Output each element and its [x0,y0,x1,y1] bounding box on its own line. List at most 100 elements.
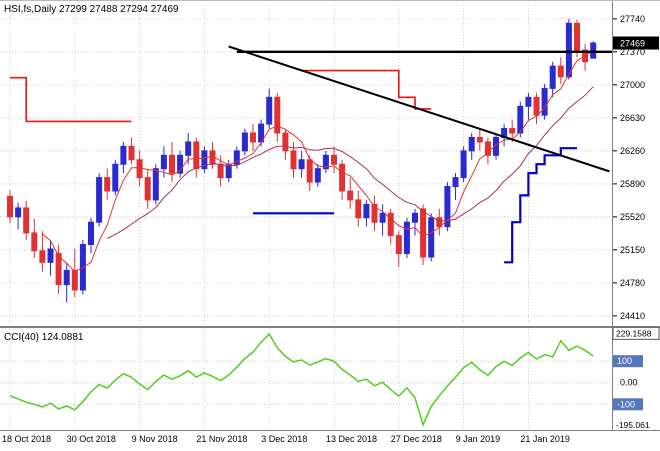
bull-candle [322,154,329,170]
blue-step-line [504,147,577,264]
bear-candle [476,136,483,143]
bear-candle [557,65,564,78]
cci-min-label: -195.061 [616,420,650,430]
bull-candle [428,217,435,258]
bear-candle [371,203,378,223]
bull-candle [590,42,597,59]
price-tick-label: 26260 [620,146,645,156]
price-tick-label: 27370 [620,47,645,57]
bear-candle [509,128,516,134]
axis-background [612,1,660,451]
cci-level-label: 100 [617,356,632,366]
date-tick-label: 18 Oct 2018 [2,434,51,444]
bear-candle [31,232,38,252]
bull-candle [298,159,305,170]
bear-candle [306,159,313,183]
ma-slow-line [106,86,594,239]
bull-candle [363,203,370,219]
bear-candle [355,199,362,219]
price-tick-label: 27740 [620,14,645,24]
price-tick-label: 25890 [620,179,645,189]
date-tick-label: 3 Dec 2018 [261,434,307,444]
date-tick-label: 21 Jan 2019 [520,434,570,444]
date-tick-label: 9 Jan 2019 [456,434,501,444]
date-tick-label: 27 Dec 2018 [391,434,442,444]
bear-candle [7,195,13,218]
bull-candle [177,154,184,174]
bull-candle [517,105,524,134]
cci-level-label: 0.00 [620,378,638,388]
bear-candle [387,212,394,237]
bear-candle [574,22,580,51]
bull-candle [444,186,451,228]
price-tick-label: 27000 [620,80,645,90]
bull-candle [266,96,273,125]
current-price-tag [613,36,659,50]
cci-max-box [612,326,660,340]
bull-candle [525,96,532,107]
bull-candle [225,163,232,179]
bear-candle [39,250,46,263]
bull-candle [185,141,192,156]
bear-candle [193,141,200,170]
bull-candle [96,177,103,223]
bear-candle [484,141,491,156]
cci-level-label: -100 [617,399,635,409]
bear-candle [274,96,281,134]
bear-candle [533,96,540,116]
bear-candle [420,208,427,258]
bull-candle [468,136,475,152]
date-tick-label: 9 Nov 2018 [132,434,178,444]
bull-candle [120,145,127,165]
bull-candle [541,87,548,116]
bull-candle [152,168,159,201]
bear-candle [331,154,337,165]
bear-candle [436,217,443,228]
bear-candle [395,235,402,254]
date-tick-label: 13 Dec 2018 [326,434,377,444]
bull-candle [160,154,167,170]
symbol-ohlc-label: HSI,fs,Daily 27299 27488 27294 27469 [4,4,179,15]
bear-candle [169,154,175,174]
date-tick-label: 21 Nov 2018 [196,434,247,444]
bear-candle [339,163,346,192]
bull-candle [403,221,410,254]
ma-fast-line [42,50,594,272]
bull-candle [15,207,22,218]
bull-candle [379,212,386,223]
date-tick-label: 30 Oct 2018 [67,434,116,444]
bear-candle [144,177,151,201]
bull-candle [452,177,459,188]
cci-indicator-label: CCI(40) 124.0881 [4,332,84,343]
bull-candle [565,22,572,78]
price-tick-label: 25520 [620,212,645,222]
bull-candle [241,132,248,152]
bear-candle [282,132,289,152]
bear-candle [71,269,78,291]
cci-level-tag [613,355,643,368]
bull-candle [412,212,418,223]
red-step-line [10,76,132,123]
bull-candle [233,150,240,165]
bull-candle [460,150,467,179]
bear-candle [250,132,256,143]
bull-candle [549,65,556,89]
bull-candle [112,163,119,192]
bull-candle [201,150,208,170]
cci-line [9,332,594,427]
bull-candle [314,168,321,183]
bull-candle [63,269,70,286]
cci-level-tag [613,398,643,411]
bull-candle [88,221,94,246]
bear-candle [104,177,111,192]
current-price-tag-label: 27469 [620,39,645,49]
price-tick-label: 24410 [620,311,645,321]
bear-candle [290,150,297,170]
descending-trendline[interactable] [228,45,610,173]
bear-candle [55,252,62,286]
bear-candle [23,207,30,234]
bear-candle [128,145,135,161]
candles-layer [7,18,597,303]
